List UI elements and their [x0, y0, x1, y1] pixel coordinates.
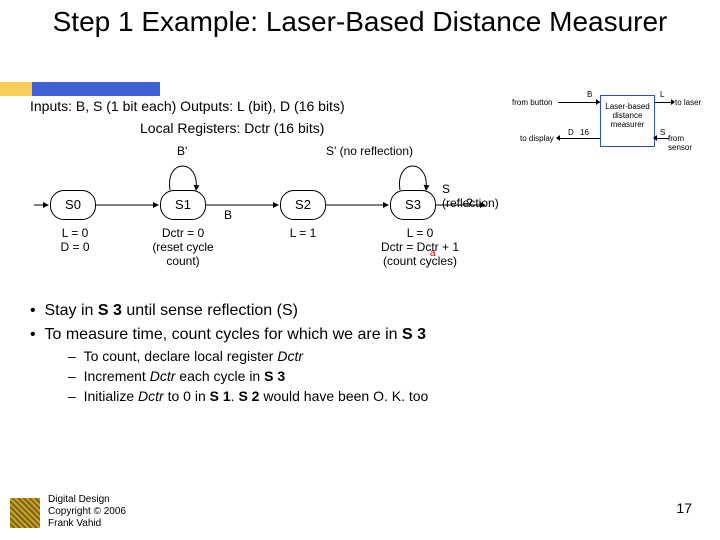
- fsm-diagram: S0 S1 S2 S3 B' B S' (no reflection) S (r…: [30, 140, 510, 280]
- to-display-label: to display: [520, 134, 554, 143]
- s0-actions: L = 0 D = 0: [30, 226, 120, 254]
- s2-actions: L = 1: [258, 226, 348, 240]
- box-line1: Laser-based: [601, 102, 654, 111]
- box-line2: distance: [601, 111, 654, 120]
- state-s2: S2: [280, 190, 326, 220]
- s-label: S: [660, 128, 665, 137]
- box-line3: measurer: [601, 120, 654, 129]
- title-part1: Step 1 Example:: [53, 6, 266, 37]
- qmark-label: ?: [466, 196, 473, 210]
- footer-line2: Copyright © 2006: [48, 506, 126, 518]
- state-s1: S1: [160, 190, 206, 220]
- from-sensor-label: from sensor: [668, 134, 710, 152]
- d16-label: 16: [580, 128, 589, 137]
- page-number: 17: [676, 500, 692, 516]
- bullet-2a: – To count, declare local register Dctr: [68, 347, 428, 366]
- l-label: L: [660, 90, 664, 99]
- d-label: D: [568, 128, 574, 137]
- slide-title: Step 1 Example: Laser-Based Distance Mea…: [0, 0, 720, 38]
- from-button-label: from button: [512, 98, 552, 107]
- footer-text: Digital Design Copyright © 2006 Frank Va…: [48, 494, 126, 530]
- measurer-box: Laser-based distance measurer: [600, 95, 655, 147]
- to-laser-label: to laser: [675, 98, 701, 107]
- io-description: Inputs: B, S (1 bit each) Outputs: L (bi…: [30, 98, 345, 114]
- bprime-label: B': [177, 144, 187, 158]
- title-part2: Laser-Based Distance Measurer: [266, 6, 668, 37]
- bullet-1: • Stay in S 3 until sense reflection (S): [30, 300, 428, 322]
- bullet-2b: – Increment Dctr each cycle in S 3: [68, 367, 428, 386]
- footer-logo-icon: [10, 498, 40, 528]
- state-s0: S0: [50, 190, 96, 220]
- sprime-label: S' (no reflection): [326, 144, 413, 158]
- title-underline-bar: [0, 82, 160, 96]
- state-s3: S3: [390, 190, 436, 220]
- red-annotation: a: [430, 248, 436, 259]
- bullet-list: • Stay in S 3 until sense reflection (S)…: [30, 300, 428, 407]
- footer-line1: Digital Design: [48, 494, 126, 506]
- b-trans-label: B: [224, 208, 232, 222]
- s1-actions: Dctr = 0 (reset cycle count): [138, 226, 228, 268]
- bullet-2: • To measure time, count cycles for whic…: [30, 324, 428, 346]
- local-registers: Local Registers: Dctr (16 bits): [140, 120, 324, 136]
- footer-line3: Frank Vahid: [48, 518, 126, 530]
- s-reflect-label: S (reflection): [442, 182, 510, 210]
- b-label: B: [587, 90, 592, 99]
- s3-actions: L = 0 Dctr = Dctr + 1 (count cycles): [365, 226, 475, 268]
- block-diagram: Laser-based distance measurer from butto…: [510, 90, 710, 170]
- bullet-2c: – Initialize Dctr to 0 in S 1. S 2 would…: [68, 387, 428, 406]
